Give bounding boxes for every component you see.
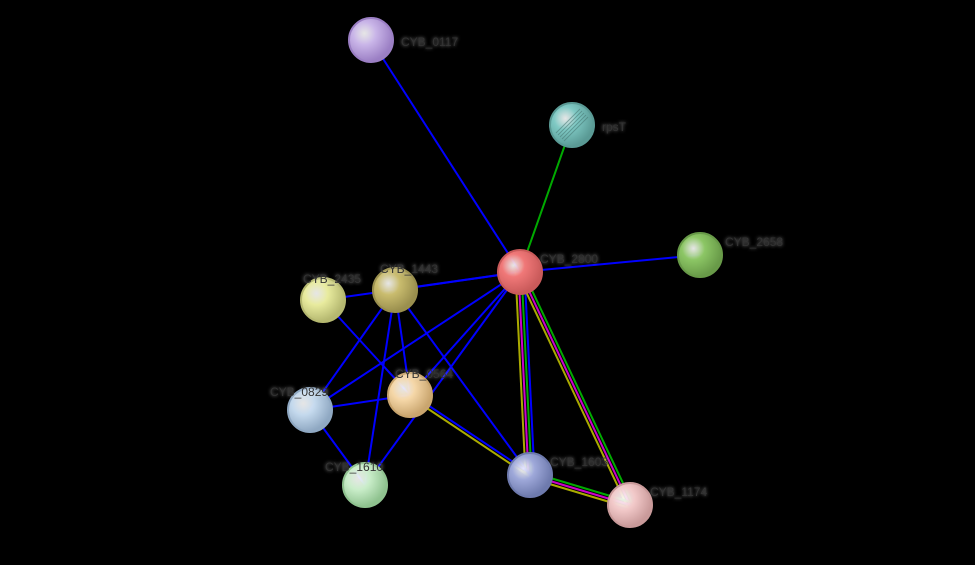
node-circle-CYB_1610[interactable]	[343, 463, 387, 507]
node-CYB_1443[interactable]	[373, 268, 417, 312]
node-circle-CYB_2800[interactable]	[498, 250, 542, 294]
node-circle-CYB_0829[interactable]	[288, 388, 332, 432]
node-CYB_2435[interactable]	[301, 278, 345, 322]
node-CYB_1610[interactable]	[343, 463, 387, 507]
node-CYB_1174[interactable]	[608, 483, 652, 527]
edge-CYB_2800-CYB_2435	[323, 272, 520, 300]
node-CYB_2800[interactable]	[498, 250, 542, 294]
node-CYB_0117[interactable]	[349, 18, 393, 62]
edge-CYB_2800-CYB_2658	[520, 255, 700, 272]
node-circle-CYB_1174[interactable]	[608, 483, 652, 527]
node-circle-CYB_2658[interactable]	[678, 233, 722, 277]
node-CYB_2658[interactable]	[678, 233, 722, 277]
node-rpsT[interactable]	[550, 103, 594, 147]
node-circle-CYB_2435[interactable]	[301, 278, 345, 322]
node-circle-CYB_1603[interactable]	[508, 453, 552, 497]
node-CYB_0564[interactable]	[388, 373, 432, 417]
network-diagram	[0, 0, 975, 565]
edge-CYB_2800-CYB_0117	[371, 40, 520, 272]
node-circle-CYB_0564[interactable]	[388, 373, 432, 417]
node-circle-CYB_1443[interactable]	[373, 268, 417, 312]
node-CYB_1603[interactable]	[508, 453, 552, 497]
node-circle-CYB_0117[interactable]	[349, 18, 393, 62]
edge-CYB_2800-rpsT	[520, 125, 572, 272]
node-CYB_0829[interactable]	[288, 388, 332, 432]
